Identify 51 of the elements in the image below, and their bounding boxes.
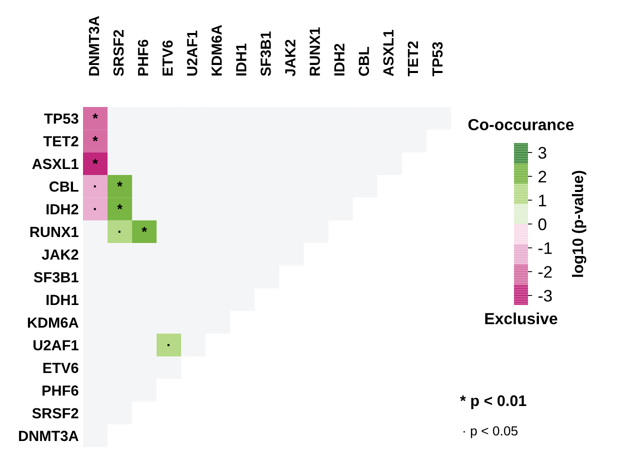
y-tick-label: TP53 [44, 113, 78, 124]
x-tick-label: IDH2 [334, 44, 344, 76]
color-bar-title: log10 (p-value) [572, 170, 586, 277]
y-tick-label: CBL [49, 181, 78, 192]
y-tick-label: ASXL1 [32, 158, 78, 170]
x-tick-label: SRSF2 [113, 30, 124, 76]
text: Co-occurance [468, 118, 574, 130]
y-tick-label: TET2 [43, 136, 78, 146]
data-label: * [92, 114, 98, 119]
x-tick-label: CBL [358, 46, 370, 76]
y-tick-label: SF3B1 [34, 272, 78, 282]
y-tick-label: KDM6A [28, 317, 78, 328]
color-bar-label: 3 [538, 146, 546, 159]
x-tick-label: ASXL1 [383, 30, 394, 76]
x-tick-label: SF3B1 [260, 31, 271, 76]
color-bar-label: -3 [538, 290, 552, 302]
y-tick-label: PHF6 [42, 385, 78, 396]
data-label: * [92, 136, 98, 142]
y-tick-label: DNMT3A [19, 430, 78, 442]
text: · p < 0.05 [464, 426, 518, 438]
color-bar-label: 1 [538, 194, 546, 206]
data-label: · [168, 344, 170, 346]
y-tick-label: IDH1 [46, 294, 78, 305]
data-label: · [94, 185, 96, 188]
color-bar-label: -2 [538, 266, 552, 278]
x-tick-label: IDH1 [236, 44, 246, 76]
color-bar-label: 2 [538, 170, 546, 182]
x-tick-label: TP53 [432, 42, 443, 76]
data-label: · [118, 230, 120, 233]
text: * p < 0.01 [460, 395, 526, 410]
x-tick-label: PHF6 [138, 40, 148, 76]
data-label: * [92, 158, 98, 164]
x-tick-label: TET2 [408, 41, 418, 76]
y-tick-label: U2AF1 [34, 340, 78, 350]
color-bar-label: 0 [538, 218, 546, 230]
data-label: * [142, 226, 148, 232]
data-label: * [117, 182, 122, 187]
y-tick-label: IDH2 [46, 204, 78, 214]
x-tick-label: JAK2 [285, 40, 296, 76]
text: Exclusive [485, 312, 558, 324]
x-tick-label: RUNX1 [310, 27, 320, 76]
x-tick-label: U2AF1 [186, 30, 198, 76]
color-bar-label: -1 [538, 242, 552, 254]
data-label: * [117, 204, 122, 210]
data-label: · [94, 208, 96, 210]
y-tick-label: ETV6 [43, 362, 78, 374]
y-tick-label: RUNX1 [30, 226, 78, 238]
x-tick-label: KDM6A [212, 24, 222, 76]
x-tick-label: ETV6 [162, 40, 173, 76]
y-tick-label: SRSF2 [32, 408, 78, 418]
y-tick-label: JAK2 [42, 249, 78, 260]
